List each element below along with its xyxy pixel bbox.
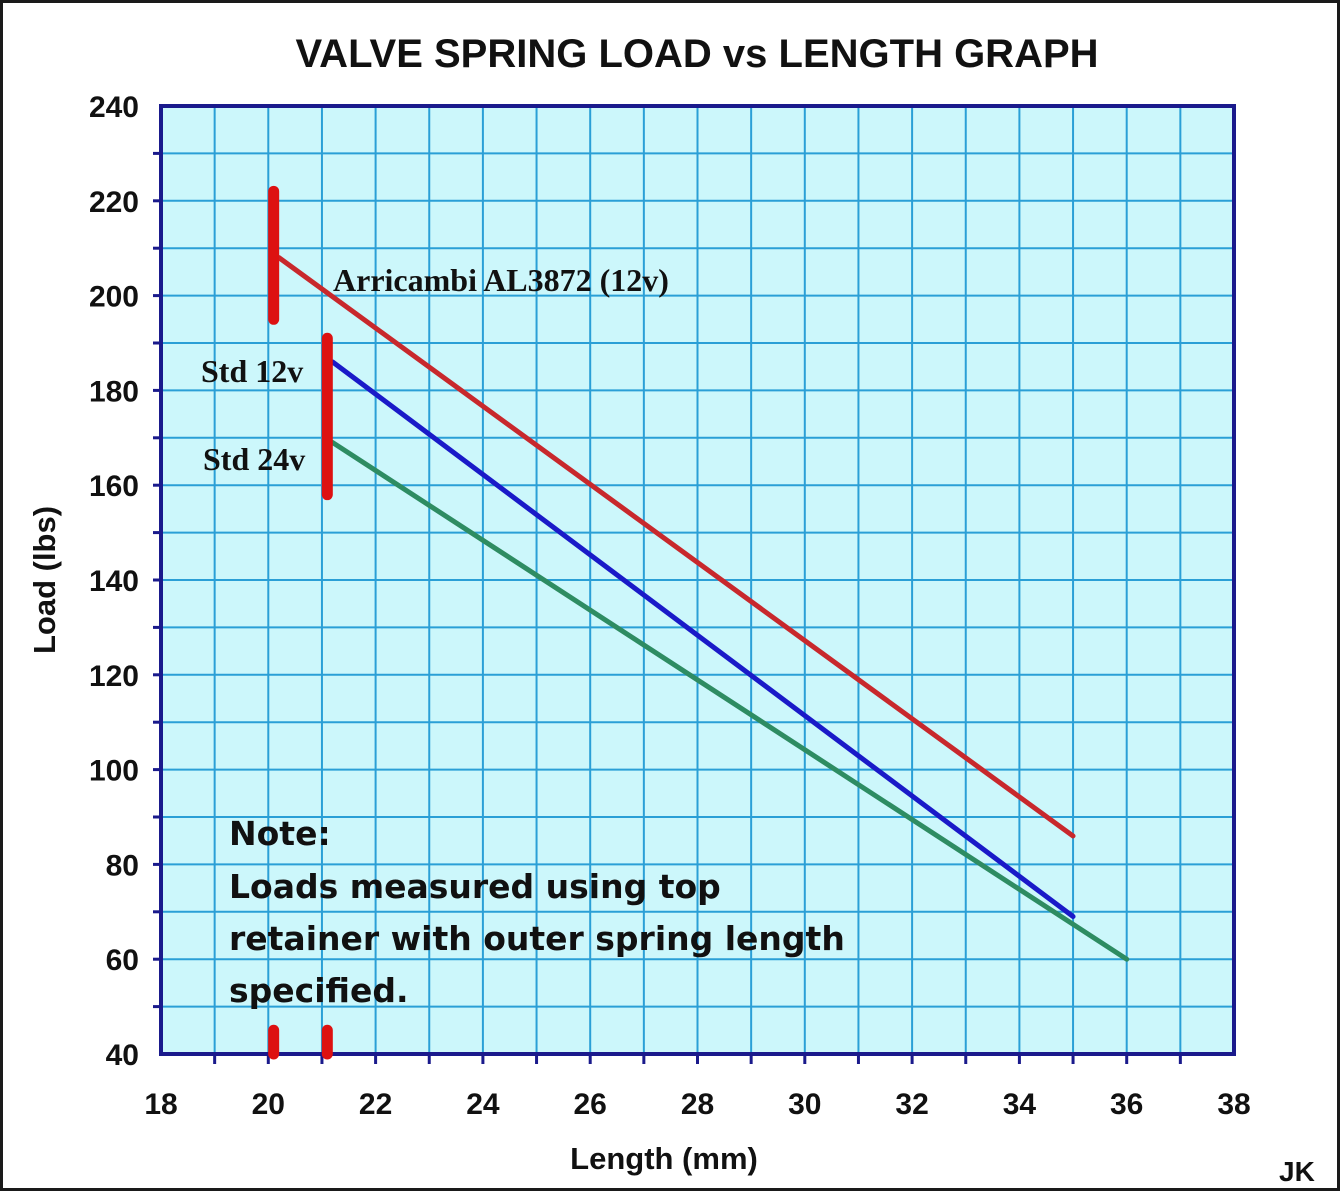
x-tick-label: 34 — [1003, 1088, 1037, 1121]
grid-layer — [161, 106, 1234, 1054]
series-label-arricambi: Arricambi AL3872 (12v) — [333, 262, 669, 298]
x-tick-label: 26 — [574, 1088, 607, 1121]
note-line-3: specified. — [229, 971, 409, 1010]
note-line-1: Loads measured using top — [229, 867, 721, 906]
y-tick-label: 80 — [106, 849, 139, 882]
series-line-2 — [330, 440, 1130, 962]
x-tick-label: 30 — [788, 1088, 821, 1121]
y-tick-label: 100 — [89, 755, 139, 788]
y-tick-label: 220 — [89, 186, 139, 219]
y-axis-title: Load (lbs) — [27, 506, 62, 654]
y-tick-label: 60 — [106, 944, 139, 977]
signature-text: JK — [1279, 1156, 1315, 1187]
y-tick-label: 140 — [89, 565, 139, 598]
x-tick-label: 22 — [359, 1088, 392, 1121]
series-label-std-24v: Std 24v — [203, 441, 305, 477]
x-tick-label: 32 — [895, 1088, 928, 1121]
x-axis-title: Length (mm) — [570, 1141, 758, 1176]
axis-layer — [153, 104, 1236, 1064]
marker-layer — [268, 185, 333, 1060]
x-tick-label: 24 — [466, 1088, 500, 1121]
y-tick-label: 40 — [106, 1039, 139, 1072]
x-tick-label: 20 — [252, 1088, 285, 1121]
series-line-1 — [330, 359, 1076, 920]
series-label-std-12v: Std 12v — [201, 353, 303, 389]
chart-svg: VALVE SPRING LOAD vs LENGTH GRAPH 18 20 22… — [27, 32, 1315, 1187]
x-tick-label: 38 — [1217, 1088, 1250, 1121]
x-tick-label: 18 — [144, 1088, 177, 1121]
y-tick-label: 240 — [89, 91, 139, 124]
y-tick-label: 120 — [89, 660, 139, 693]
x-tick-label: 36 — [1110, 1088, 1143, 1121]
chart-title: VALVE SPRING LOAD vs LENGTH GRAPH — [295, 32, 1098, 76]
note-line-2: retainer with outer spring length — [229, 919, 845, 958]
y-tick-label: 160 — [89, 470, 139, 503]
note-heading: Note: — [229, 814, 331, 853]
series-line-0 — [276, 255, 1076, 839]
y-tick-label: 200 — [89, 281, 139, 314]
series-layer — [276, 255, 1130, 962]
x-tick-label: 28 — [681, 1088, 714, 1121]
y-tick-label: 180 — [89, 375, 139, 408]
tick-label-layer: 18 20 22 24 26 28 30 32 34 36 38 240 220 200 180 160 140… — [89, 91, 1251, 1121]
